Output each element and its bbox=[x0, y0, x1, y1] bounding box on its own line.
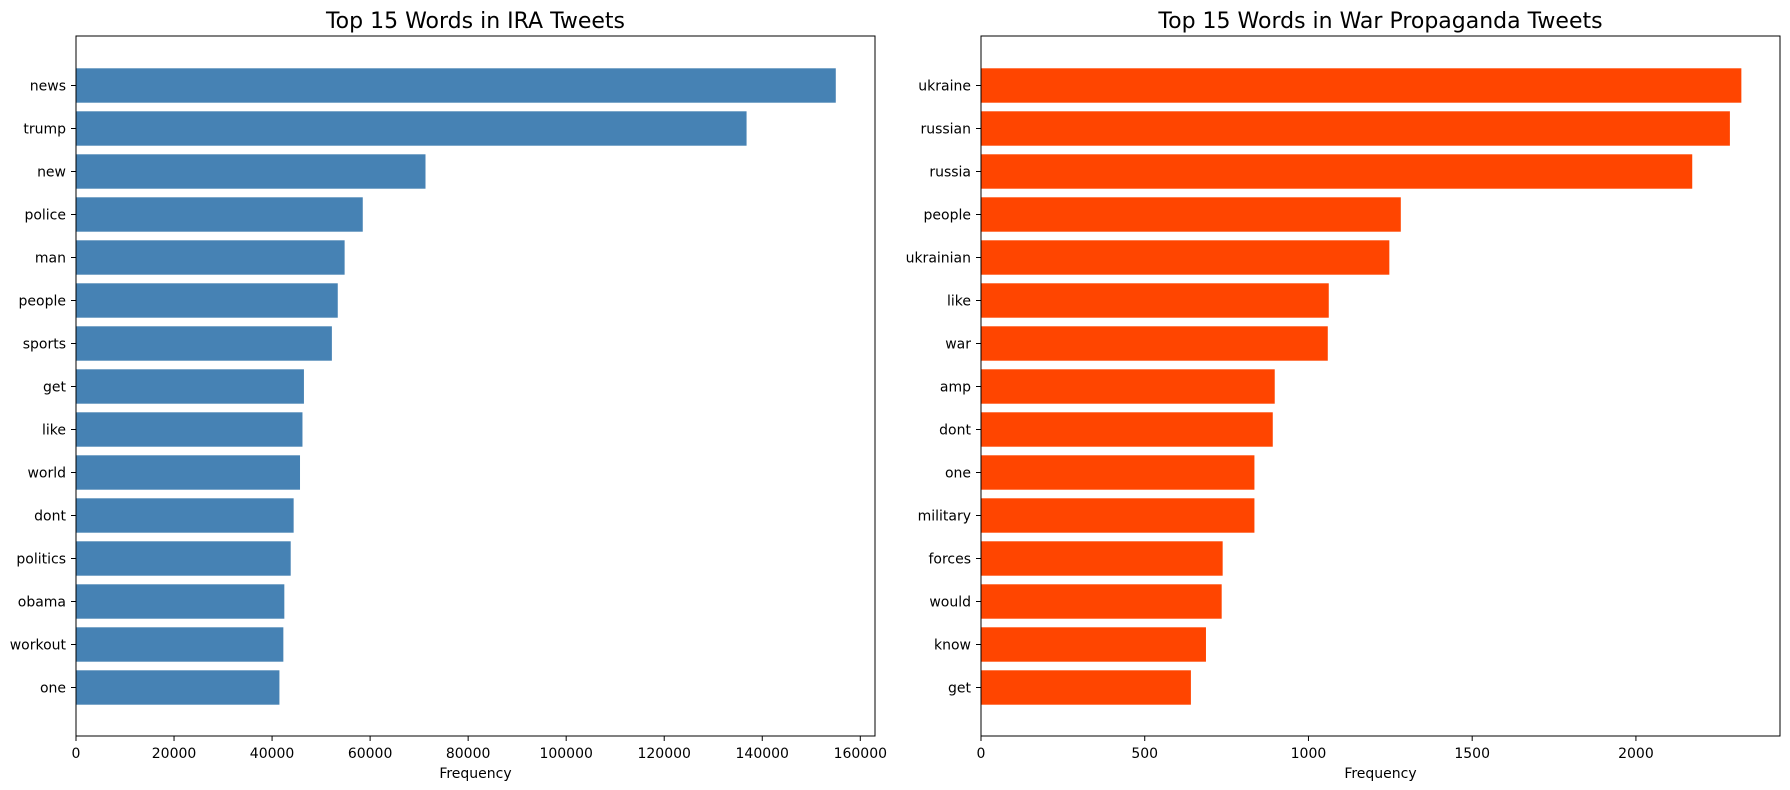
y-tick-label: russia bbox=[929, 165, 971, 181]
bar-workout bbox=[76, 627, 284, 662]
y-tick-label: police bbox=[24, 208, 66, 224]
y-tick-label: people bbox=[19, 294, 66, 310]
chart-title: Top 15 Words in War Propaganda Tweets bbox=[1157, 9, 1602, 34]
y-tick-label: military bbox=[918, 509, 971, 525]
x-tick-label: 140000 bbox=[736, 746, 789, 762]
x-tick-label: 1000 bbox=[1291, 746, 1327, 762]
bar-police bbox=[76, 197, 363, 232]
bar-amp bbox=[981, 369, 1275, 404]
bar-dont bbox=[76, 498, 294, 533]
x-tick-label: 160000 bbox=[834, 746, 887, 762]
y-tick-label: man bbox=[35, 251, 66, 267]
bar-man bbox=[76, 240, 345, 275]
y-tick-label: politics bbox=[16, 552, 66, 568]
x-tick-label: 100000 bbox=[539, 746, 592, 762]
war-propaganda-chart-panel: Top 15 Words in War Propaganda Tweets ukr… bbox=[906, 9, 1781, 782]
y-tick-label: know bbox=[934, 638, 971, 654]
y-tick-label: dont bbox=[939, 423, 971, 439]
y-tick-label: russian bbox=[920, 122, 971, 138]
y-tick-label: people bbox=[924, 208, 971, 224]
axes-frame bbox=[980, 35, 1781, 737]
y-tick-label: dont bbox=[34, 509, 66, 525]
bar-new bbox=[76, 154, 426, 189]
bar-like bbox=[76, 412, 303, 447]
x-tick-label: 40000 bbox=[250, 746, 295, 762]
bar-trump bbox=[76, 111, 747, 146]
bar-people bbox=[981, 197, 1401, 232]
y-tick-label: would bbox=[929, 595, 971, 611]
bar-people bbox=[76, 283, 338, 318]
ira-chart-panel: Top 15 Words in IRA Tweets news trump new po… bbox=[10, 9, 887, 782]
y-tick-label: new bbox=[37, 165, 66, 181]
y-tick-label: news bbox=[30, 79, 66, 95]
bar-world bbox=[76, 455, 301, 490]
bar-like bbox=[981, 283, 1329, 318]
y-tick-label: one bbox=[40, 681, 66, 697]
x-tick-label: 0 bbox=[72, 746, 81, 762]
y-tick-label: trump bbox=[23, 122, 66, 138]
bar-one bbox=[76, 670, 280, 705]
bar-would bbox=[981, 584, 1222, 619]
bar-forces bbox=[981, 541, 1223, 576]
y-tick-label: sports bbox=[23, 337, 66, 353]
bar-military bbox=[981, 498, 1255, 533]
bar-russian bbox=[981, 111, 1730, 146]
y-tick-label: world bbox=[27, 466, 66, 482]
x-tick-label: 20000 bbox=[152, 746, 197, 762]
bar-one bbox=[981, 455, 1255, 490]
y-tick-label: forces bbox=[928, 552, 971, 568]
axes-frame bbox=[75, 35, 876, 737]
x-axis-label: Frequency bbox=[1344, 766, 1416, 782]
bar-know bbox=[981, 627, 1206, 662]
bar-russia bbox=[981, 154, 1693, 189]
y-tick-label: ukrainian bbox=[906, 251, 971, 267]
x-tick-label: 60000 bbox=[348, 746, 393, 762]
y-tick-label: obama bbox=[18, 595, 66, 611]
bar-obama bbox=[76, 584, 285, 619]
y-tick-label: workout bbox=[10, 638, 67, 654]
y-tick-label: like bbox=[42, 423, 66, 439]
bar-dont bbox=[981, 412, 1273, 447]
bar-get bbox=[76, 369, 304, 404]
x-tick-label: 1500 bbox=[1454, 746, 1490, 762]
bar-sports bbox=[76, 326, 332, 361]
bar-get bbox=[981, 670, 1191, 705]
x-tick-label: 120000 bbox=[637, 746, 690, 762]
bar-ukrainian bbox=[981, 240, 1390, 275]
y-tick-label: get bbox=[43, 380, 67, 396]
y-tick-label: like bbox=[947, 294, 971, 310]
x-tick-label: 80000 bbox=[446, 746, 491, 762]
y-tick-label: one bbox=[945, 466, 971, 482]
x-tick-label: 0 bbox=[977, 746, 986, 762]
y-tick-label: get bbox=[948, 681, 972, 697]
chart-title: Top 15 Words in IRA Tweets bbox=[325, 9, 625, 34]
bar-politics bbox=[76, 541, 291, 576]
y-tick-label: ukraine bbox=[918, 79, 971, 95]
x-tick-label: 2000 bbox=[1618, 746, 1654, 762]
y-tick-label: amp bbox=[940, 380, 971, 396]
bar-news bbox=[76, 68, 836, 103]
bar-war bbox=[981, 326, 1328, 361]
y-tick-label: war bbox=[945, 337, 971, 353]
bar-ukraine bbox=[981, 68, 1742, 103]
x-axis-label: Frequency bbox=[439, 766, 511, 782]
x-tick-label: 500 bbox=[1131, 746, 1158, 762]
